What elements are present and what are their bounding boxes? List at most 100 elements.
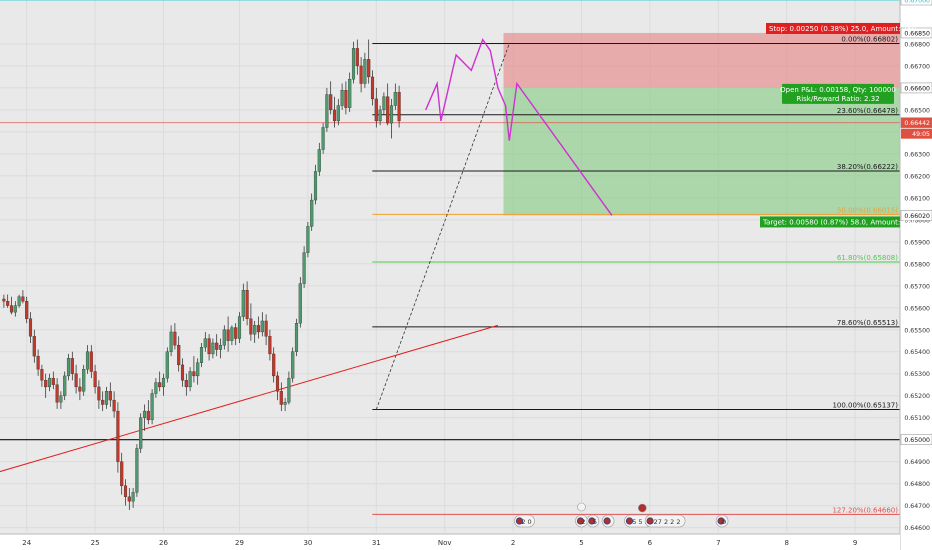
fib-level-label: 23.60%(0.66478): [837, 107, 898, 115]
candle-up: [287, 377, 291, 403]
candle-down: [2, 298, 6, 302]
candle-down: [370, 76, 375, 100]
candle-up: [203, 338, 207, 348]
flag-icon: [625, 517, 634, 525]
price-tag-label: 0.66442: [904, 120, 930, 127]
candle-down: [180, 364, 185, 381]
price-tick-label: 0.64600: [904, 525, 930, 532]
candle-down: [6, 301, 10, 306]
candle-down: [158, 382, 162, 388]
candle-down: [386, 96, 390, 124]
flag-icon: [603, 517, 611, 525]
candle-up: [325, 94, 329, 128]
fib-level-label: 127.20%(0.64660): [832, 506, 898, 514]
candle-up: [306, 226, 310, 253]
price-tag: [900, 27, 932, 39]
position-labels: Stop: 0.00250 (0.38%) 25.0, Amount: 750 T…: [760, 22, 916, 228]
time-tick-label: 24: [22, 539, 31, 547]
candle-up: [348, 78, 352, 108]
time-tick-label: 6: [648, 539, 653, 547]
candle-up: [393, 92, 397, 106]
candle-up: [131, 492, 135, 502]
price-tag: [900, 0, 932, 6]
candle-down: [359, 65, 363, 84]
price-tick-label: 0.66700: [904, 63, 930, 70]
price-axis-panel[interactable]: [900, 0, 932, 550]
candle-down: [397, 92, 401, 122]
candle-down: [55, 384, 59, 403]
candle-down: [120, 461, 124, 486]
pnl-line2: Risk/Reward Ratio: 2.32: [796, 95, 879, 103]
stop-label: Stop: 0.00250 (0.38%) 25.0, Amount: 750: [769, 25, 916, 33]
candle-down: [177, 344, 181, 366]
candle-down: [249, 318, 253, 335]
candle-up: [161, 377, 166, 388]
time-tick-label: 5: [579, 539, 583, 547]
flag-icon: [717, 517, 725, 525]
event-flag-label: 2 0: [521, 518, 531, 526]
candle-down: [40, 369, 44, 381]
price-tick-label: 0.65800: [904, 261, 930, 268]
price-tags: 0.67000 0.66850 0.66600 0.66442 0.66020 0.650…: [900, 0, 932, 445]
candle-up: [298, 283, 302, 324]
candle-down: [93, 371, 97, 388]
candle-down: [374, 98, 378, 122]
price-tick-label: 0.65300: [904, 371, 930, 378]
price-tick-label: 0.64900: [904, 459, 930, 466]
candle-up: [211, 342, 215, 355]
grid: [0, 0, 900, 532]
candle-down: [275, 375, 280, 392]
candle-up: [317, 149, 321, 172]
price-tag: [900, 434, 932, 445]
candle-up: [336, 105, 340, 122]
fib-level-label: 100.00%(0.65137): [832, 402, 898, 410]
candle-down: [192, 371, 196, 377]
fib-level-label: 50.00%(0.66015): [837, 206, 898, 214]
candle-down: [245, 290, 249, 319]
flag-icon: [588, 517, 596, 525]
candle-down: [344, 89, 348, 108]
candle-up: [310, 199, 314, 227]
stop-label-box: [766, 22, 900, 34]
candle-down: [89, 351, 93, 372]
event-flag-label: 27 2 2 2: [654, 518, 681, 526]
event-flag-label: 2: [581, 518, 585, 526]
candle-up: [253, 325, 257, 335]
flag-icon: [646, 517, 654, 525]
time-tick-label: 29: [235, 539, 244, 547]
event-flag-upper: [637, 503, 647, 513]
price-tag-label: 0.66850: [904, 30, 930, 37]
price-tick-label: 0.66300: [904, 151, 930, 158]
candle-down: [101, 399, 105, 405]
candle-up: [351, 48, 356, 80]
time-tick-label: 30: [303, 539, 312, 547]
candle-down: [9, 305, 14, 313]
candle-down: [74, 373, 78, 388]
price-tag: [900, 117, 932, 128]
candle-down: [127, 496, 131, 502]
candle-up: [378, 109, 382, 122]
candle-down: [367, 59, 371, 78]
candle-up: [363, 59, 367, 84]
candle-up: [222, 329, 226, 346]
fib-labels: 0.00%(0.66802) 23.60%(0.66478) 38.20%(0.66…: [832, 36, 898, 515]
price-tick-label: 0.65400: [904, 349, 930, 356]
candle-down: [256, 325, 261, 333]
target-zone: [503, 87, 900, 216]
price-tick-label: 0.66500: [904, 107, 930, 114]
candle-down: [272, 353, 276, 377]
time-tick-label: 31: [372, 539, 381, 547]
price-tick-label: 0.64800: [904, 481, 930, 488]
price-tag-label: 0.67000: [904, 0, 930, 5]
time-axis-panel[interactable]: [0, 534, 900, 550]
pattern-drawing: [425, 38, 613, 216]
event-flag-label: 5 5 2: [632, 518, 649, 526]
candle-down: [329, 94, 333, 111]
pattern-path: [425, 38, 613, 216]
candle-up: [218, 344, 223, 350]
fib-level-label: 61.80%(0.65808): [837, 254, 898, 262]
pnl-box: [782, 83, 894, 104]
candle-up: [302, 252, 306, 284]
time-tick-label: Nov: [438, 539, 452, 547]
